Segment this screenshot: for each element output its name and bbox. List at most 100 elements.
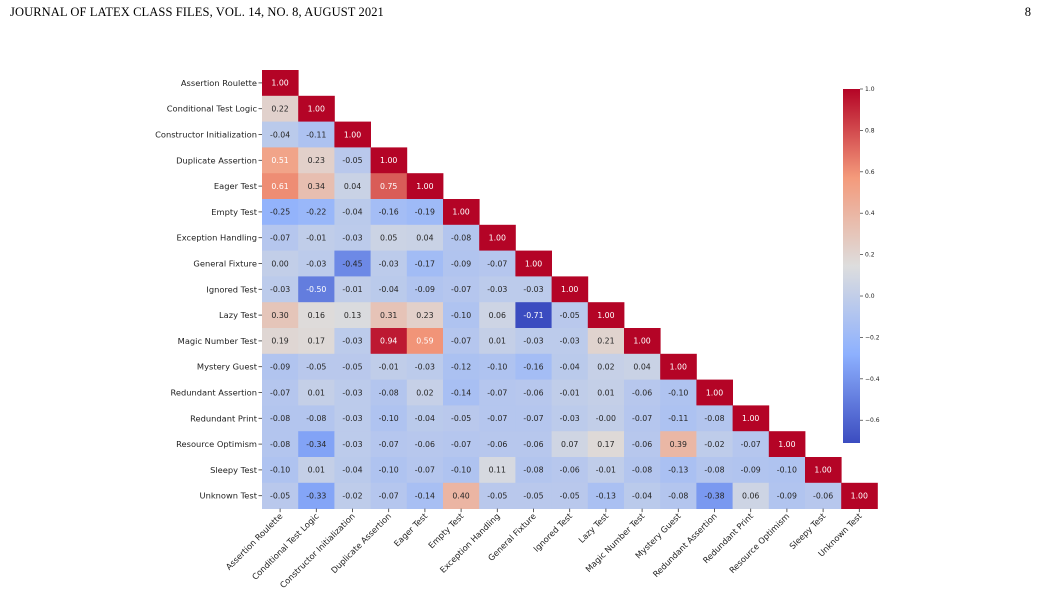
heatmap-cell — [551, 353, 589, 380]
heatmap-cell — [443, 482, 480, 509]
heatmap-cell — [587, 405, 625, 432]
cell-value-label: -0.17 — [415, 259, 435, 268]
cell-value-label: 0.11 — [489, 466, 506, 475]
heatmap-cell — [696, 405, 733, 432]
cell-value-label: -0.05 — [342, 363, 362, 372]
running-head-text: JOURNAL OF LATEX CLASS FILES, VOL. 14, N… — [10, 5, 384, 19]
heatmap-cell — [587, 431, 625, 458]
cell-value-label: -0.03 — [306, 259, 326, 268]
cell-value-label: -0.14 — [415, 492, 435, 501]
heatmap-cell — [370, 250, 408, 277]
heatmap-cell — [551, 405, 589, 432]
heatmap-cell — [370, 328, 408, 355]
heatmap-cell — [515, 302, 552, 329]
heatmap-cell — [262, 173, 299, 200]
heatmap-cell — [262, 95, 299, 122]
heatmap-cell — [696, 379, 733, 406]
heatmap-cell — [768, 482, 806, 509]
cell-value-label: -0.04 — [560, 363, 580, 372]
cell-value-label: -0.01 — [306, 234, 326, 243]
cell-value-label: -0.07 — [487, 414, 507, 423]
heatmap-cell — [334, 121, 371, 148]
row-label: Conditional Test Logic — [167, 104, 258, 114]
heatmap-cell — [551, 328, 589, 355]
heatmap-cell — [515, 405, 552, 432]
cell-value-label: -0.01 — [596, 466, 616, 475]
heatmap-cell — [768, 431, 806, 458]
heatmap-cell — [624, 431, 661, 458]
heatmap-cell — [334, 379, 371, 406]
heatmap-cell — [406, 224, 444, 251]
heatmap-cell — [406, 302, 444, 329]
heatmap-cell — [406, 431, 444, 458]
heatmap-cell — [732, 482, 770, 509]
row-label: General Fixture — [193, 259, 257, 269]
cell-value-label: 0.61 — [271, 182, 288, 191]
heatmap-cell — [406, 328, 444, 355]
heatmap-cell — [370, 353, 408, 380]
cell-value-label: -0.07 — [451, 285, 471, 294]
heatmap-cell — [406, 457, 444, 484]
cell-value-label: -0.13 — [596, 492, 616, 501]
cell-value-label: -0.50 — [306, 285, 326, 294]
cell-value-label: -0.71 — [523, 311, 543, 320]
cell-value-label: -0.03 — [270, 285, 290, 294]
cell-value-label: -0.04 — [342, 208, 362, 217]
heatmap-cell — [406, 276, 444, 303]
heatmap-cell — [551, 379, 589, 406]
heatmap-cell — [298, 250, 335, 277]
heatmap-cell — [406, 250, 444, 277]
heatmap-cell — [262, 431, 299, 458]
cell-value-label: -0.11 — [306, 130, 326, 139]
heatmap-cell — [515, 457, 552, 484]
heatmap-cell — [479, 482, 516, 509]
heatmap-cell — [587, 302, 625, 329]
cell-value-label: -0.04 — [632, 492, 652, 501]
cell-value-label: -0.07 — [741, 440, 761, 449]
heatmap-cell — [370, 199, 408, 226]
cell-value-label: 0.07 — [561, 440, 578, 449]
heatmap-cell — [406, 353, 444, 380]
cell-value-label: -0.09 — [415, 285, 435, 294]
heatmap-cell — [334, 199, 371, 226]
heatmap-cell — [262, 224, 299, 251]
column-label: Eager Test — [392, 510, 430, 548]
cell-value-label: -0.10 — [487, 363, 507, 372]
column-label: Constructor Initialization — [278, 511, 357, 590]
colorbar-tick-label: 0.0 — [865, 293, 875, 300]
heatmap-cell — [587, 353, 625, 380]
heatmap-cell — [515, 276, 552, 303]
cell-value-label: -0.08 — [270, 440, 290, 449]
cell-value-label: 0.01 — [308, 466, 325, 475]
cell-value-label: -0.02 — [704, 440, 724, 449]
cell-value-label: -0.10 — [379, 414, 399, 423]
heatmap-cell — [660, 405, 697, 432]
cell-value-label: -0.08 — [668, 492, 688, 501]
cell-value-label: -0.07 — [415, 466, 435, 475]
heatmap-cell — [298, 405, 335, 432]
row-label: Empty Test — [211, 207, 257, 217]
heatmap-cell — [262, 482, 299, 509]
heatmap-cell — [805, 482, 842, 509]
heatmap-cell — [551, 276, 589, 303]
cell-value-label: -0.10 — [668, 388, 688, 397]
heatmap-cell — [262, 250, 299, 277]
heatmap-cell — [298, 95, 335, 122]
cell-value-label: -0.07 — [379, 492, 399, 501]
heatmap-cell — [515, 379, 552, 406]
heatmap-cell — [298, 224, 335, 251]
colorbar-tick-label: −0.2 — [865, 334, 880, 341]
heatmap-cell — [443, 379, 480, 406]
cell-value-label: -0.03 — [342, 414, 362, 423]
heatmap-cell — [443, 302, 480, 329]
cell-value-label: -0.08 — [306, 414, 326, 423]
cell-value-label: -0.01 — [560, 388, 580, 397]
cell-value-label: -0.07 — [270, 234, 290, 243]
heatmap-cell — [479, 405, 516, 432]
heatmap-cell — [334, 302, 371, 329]
cell-value-label: -0.04 — [379, 285, 399, 294]
cell-value-label: -0.03 — [523, 337, 543, 346]
cell-value-label: -0.03 — [487, 285, 507, 294]
